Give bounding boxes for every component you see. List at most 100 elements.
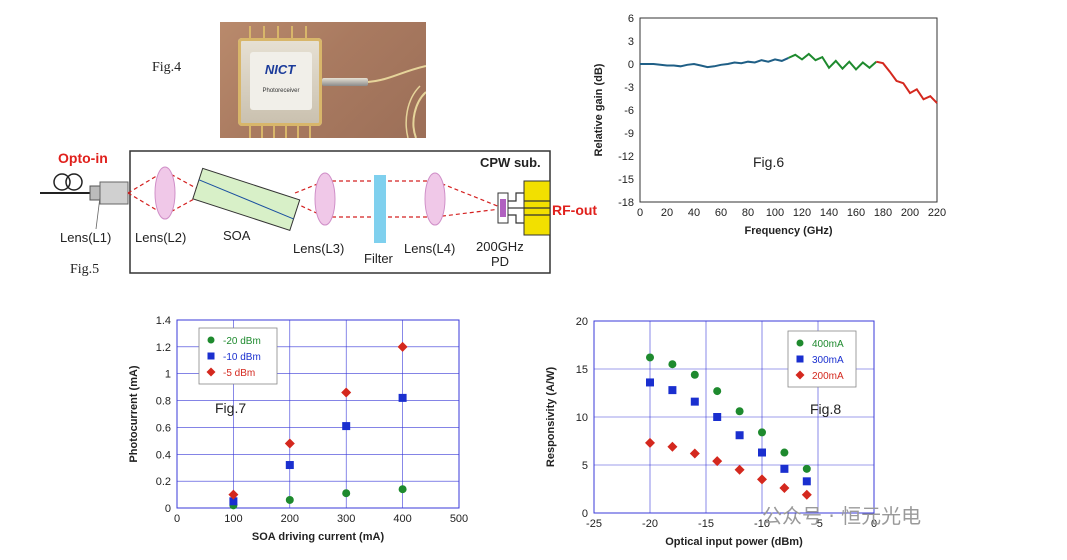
fig6-label: Fig.6 bbox=[753, 154, 784, 170]
fig7-ytick-label: 0.6 bbox=[156, 422, 171, 434]
fig8-ytick-label: 15 bbox=[576, 364, 588, 376]
fig6-ytick-label: -12 bbox=[618, 151, 634, 163]
fig8-xlabel: Optical input power (dBm) bbox=[665, 536, 803, 548]
fig8-point bbox=[735, 407, 744, 416]
fig7-ylabel: Photocurrent (mA) bbox=[128, 365, 140, 463]
filter-label: Filter bbox=[364, 251, 394, 266]
fig7-ytick-label: 0.8 bbox=[156, 396, 171, 408]
fig6-xtick-label: 20 bbox=[661, 207, 673, 219]
fig6-xlabel: Frequency (GHz) bbox=[744, 225, 832, 237]
fig7-xlabel: SOA driving current (mA) bbox=[252, 531, 385, 543]
fig8-xtick-label: -5 bbox=[813, 518, 823, 530]
fig7-ytick-label: 1 bbox=[165, 369, 171, 381]
fig6-series-line bbox=[640, 56, 789, 69]
fig8-xtick-label: 0 bbox=[871, 518, 877, 530]
fig6-ytick-label: 6 bbox=[628, 13, 634, 25]
fig4-label: Fig.4 bbox=[152, 60, 182, 75]
fig7-xtick-label: 200 bbox=[281, 513, 299, 525]
fig8-point bbox=[713, 413, 722, 421]
cpw-label: CPW sub. bbox=[480, 155, 541, 170]
fig6-series-line bbox=[876, 60, 938, 104]
lens-l3-label: Lens(L3) bbox=[293, 241, 344, 256]
fig6-xtick-label: 60 bbox=[715, 207, 727, 219]
fig8-point bbox=[757, 474, 767, 485]
fig8-point bbox=[734, 464, 745, 475]
fig6-series-line bbox=[788, 52, 877, 71]
fig7-point bbox=[285, 461, 294, 470]
fig8-point bbox=[780, 464, 789, 473]
fig8-ytick-label: 10 bbox=[576, 412, 588, 424]
fig7-point bbox=[228, 489, 239, 500]
fig8-xtick-label: -20 bbox=[642, 518, 658, 530]
fig8-point bbox=[646, 353, 654, 362]
fig8-ytick-label: 20 bbox=[576, 316, 588, 328]
fig6-plot-area bbox=[639, 17, 938, 203]
fig8-point bbox=[758, 448, 766, 457]
fig6-ytick-label: -9 bbox=[624, 128, 634, 140]
fig8-point bbox=[690, 397, 699, 406]
fig6-xtick-label: 160 bbox=[847, 207, 865, 219]
fig8-point bbox=[667, 441, 678, 452]
fig8-point bbox=[668, 386, 677, 395]
fig7-ytick-label: 1.4 bbox=[156, 315, 171, 327]
soa-label: SOA bbox=[223, 228, 251, 243]
fig6-xtick-label: 120 bbox=[793, 207, 811, 219]
photo-caption: Photoreceiver bbox=[262, 88, 300, 94]
opto-in-label: Opto-in bbox=[58, 150, 108, 166]
fig7-point bbox=[285, 495, 294, 504]
fig6-xtick-label: 80 bbox=[742, 207, 754, 219]
pd-chip bbox=[500, 199, 506, 217]
fig6-xtick-label: 140 bbox=[820, 207, 838, 219]
lens-l1-label: Lens(L1) bbox=[60, 230, 111, 245]
fig7-label: Fig.7 bbox=[215, 400, 246, 416]
nict-logo: NICT bbox=[264, 62, 296, 77]
lens-l4 bbox=[424, 172, 446, 226]
fig8-point bbox=[689, 448, 700, 459]
fig7-ytick-label: 1.2 bbox=[156, 342, 171, 354]
fig7-ytick-label: 0.2 bbox=[156, 476, 171, 488]
lens-l2 bbox=[154, 166, 176, 220]
fig6-ytick-label: -6 bbox=[624, 105, 634, 117]
fig7-point bbox=[229, 497, 238, 506]
fig8-legend-marker bbox=[795, 370, 805, 380]
fig8-point bbox=[712, 456, 723, 467]
fig7-point bbox=[342, 422, 351, 431]
fig7-legend-label: -10 dBm bbox=[223, 352, 261, 363]
lens-l3 bbox=[314, 172, 336, 226]
fig8-label: Fig.8 bbox=[810, 401, 841, 417]
fig5-diagram: Opto-in RF-out CPW sub. Lens(L1) Lens(L2… bbox=[40, 150, 597, 274]
fig6-ytick-label: 3 bbox=[628, 36, 634, 48]
fig8-xtick-label: -10 bbox=[754, 518, 770, 530]
fig7-chart: 0 100 200 300 400 500 0 0.2 0.4 0.6 0.8 1 1.2 1.4 SOA … bbox=[128, 315, 468, 543]
fig8-ylabel: Responsivity (A/W) bbox=[545, 367, 557, 468]
fig6-ylabel: Relative gain (dB) bbox=[593, 63, 605, 156]
fiber-coil-icon bbox=[53, 173, 71, 191]
fig8-legend-label: 400mA bbox=[812, 339, 844, 350]
fig8-point bbox=[802, 464, 811, 473]
fig7-xtick-label: 500 bbox=[450, 513, 468, 525]
pd-label-line1: 200GHz bbox=[476, 239, 524, 254]
fig7-ytick-label: 0.4 bbox=[156, 449, 171, 461]
fiber-connector bbox=[89, 185, 101, 201]
fig7-xtick-label: 100 bbox=[224, 513, 242, 525]
fig8-point bbox=[645, 437, 655, 448]
fig7-point bbox=[341, 387, 352, 398]
fig7-xtick-label: 400 bbox=[393, 513, 411, 525]
fig8-legend-label: 300mA bbox=[812, 355, 844, 366]
fig8-point bbox=[802, 477, 811, 486]
photoreceiver-package: NICT Photoreceiver bbox=[238, 38, 322, 126]
fig8-point bbox=[646, 378, 654, 387]
fig8-point bbox=[690, 370, 699, 379]
rf-out-label: RF-out bbox=[552, 202, 597, 218]
filter bbox=[374, 175, 386, 243]
fig7-legend-label: -5 dBm bbox=[223, 368, 255, 379]
fig8-point bbox=[779, 483, 790, 494]
fig6-ytick-label: 0 bbox=[628, 59, 634, 71]
fig8-legend-label: 200mA bbox=[812, 371, 844, 382]
fig7-legend-marker bbox=[207, 352, 215, 360]
fig8-xtick-label: -25 bbox=[586, 518, 602, 530]
fiber-ferrule bbox=[322, 78, 368, 86]
lens-l2-label: Lens(L2) bbox=[135, 230, 186, 245]
fig6-xtick-label: 180 bbox=[874, 207, 892, 219]
fig8-legend-marker bbox=[796, 339, 804, 347]
